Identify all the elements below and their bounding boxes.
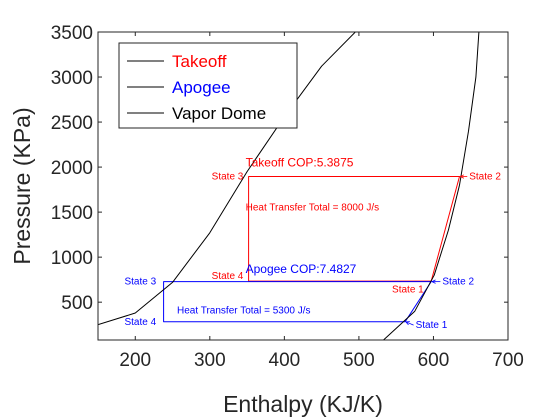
legend-label-apogee: Apogee (172, 78, 231, 97)
series-line-vapor-dome-3 (383, 32, 480, 340)
annotation-state-4: State 4 (124, 317, 156, 328)
x-axis-label: Enthalpy (KJ/K) (223, 391, 383, 417)
legend-label-takeoff: Takeoff (172, 52, 227, 71)
annotation-arrow (405, 321, 414, 326)
x-tick-label: 700 (492, 350, 524, 371)
series-line-apogee-1 (163, 281, 432, 323)
annotation-layer: Takeoff COP:5.3875 Heat Transfer Total = … (124, 155, 501, 331)
annotation-heat-transfer-total-5300-j-s: Heat Transfer Total = 5300 J/s (177, 305, 311, 316)
plot-frame (97, 31, 509, 341)
y-axis: 500 1000 1500 2000 2500 3000 3500 (51, 23, 508, 314)
x-axis: 200 300 400 500 600 700 (119, 32, 524, 371)
annotation-arrowhead (405, 321, 410, 326)
annotation-state-3: State 3 (124, 277, 156, 288)
annotation-state-2: State 2 (442, 277, 474, 288)
x-tick-label: 400 (269, 350, 301, 371)
y-axis-label: Pressure (KPa) (9, 107, 35, 264)
y-tick-label: 1000 (51, 248, 93, 269)
annotation-state-4: State 4 (212, 271, 244, 282)
legend-box (118, 42, 298, 129)
y-tick-label: 500 (61, 293, 93, 314)
y-tick-label: 3000 (51, 68, 93, 89)
legend-label-vapor-dome: Vapor Dome (172, 104, 266, 123)
y-tick-label: 1500 (51, 203, 93, 224)
series-line-vapor-dome-2 (98, 32, 357, 326)
annotation-state-1: State 1 (416, 320, 448, 331)
annotation-heat-transfer-total-8000-j-s: Heat Transfer Total = 8000 J/s (246, 203, 380, 214)
annotation-arrowhead (459, 174, 465, 179)
x-tick-label: 600 (418, 350, 450, 371)
annotation-arrowhead (431, 279, 436, 284)
annotation-takeoff-cop-5-3875: Takeoff COP:5.3875 (246, 155, 354, 169)
annotation-state-1: State 1 (392, 285, 424, 296)
y-tick-label: 2000 (51, 158, 93, 179)
legend: Takeoff Apogee Vapor Dome (118, 42, 298, 129)
x-tick-label: 300 (194, 350, 226, 371)
y-tick-label: 2500 (51, 113, 93, 134)
annotation-state-2: State 2 (469, 172, 501, 183)
plot-area-marks (98, 32, 480, 340)
annotation-state-3: State 3 (212, 172, 244, 183)
annotation-apogee-cop-7-4827: Apogee COP:7.4827 (246, 262, 357, 276)
x-tick-label: 500 (343, 350, 375, 371)
x-tick-label: 200 (119, 350, 151, 371)
y-tick-label: 3500 (51, 23, 93, 44)
